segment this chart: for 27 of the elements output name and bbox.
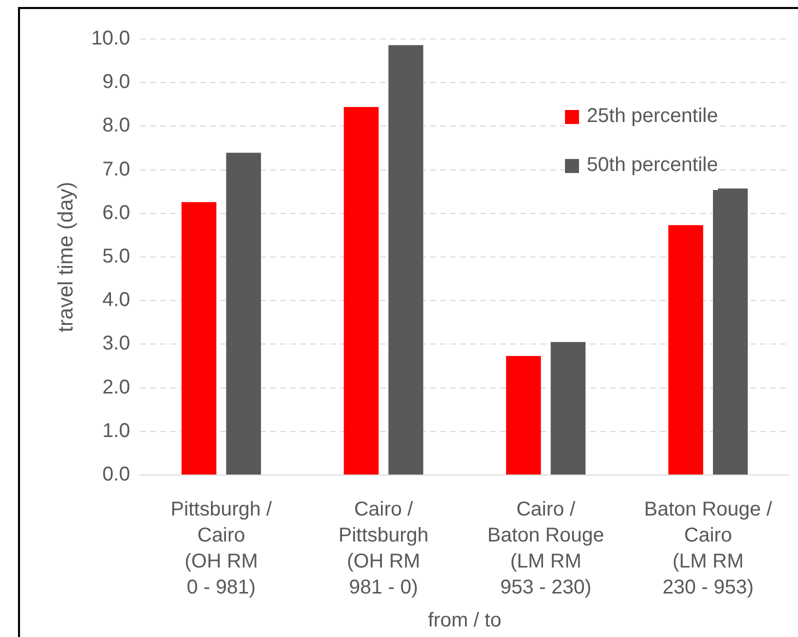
y-tick-label: 9.0 (102, 71, 130, 94)
y-tick-label: 0.0 (102, 464, 130, 486)
y-tick-label: 8.0 (102, 114, 130, 137)
bar (506, 356, 541, 474)
y-tick-label: 1.0 (102, 420, 130, 442)
bar (226, 152, 261, 474)
legend-label: 50th percentile (586, 154, 718, 177)
bar (344, 107, 379, 474)
y-tick-label: 10.0 (91, 28, 130, 50)
y-tick-label: 7.0 (102, 158, 130, 180)
bar (182, 202, 216, 474)
legend-label: 25th percentile (586, 105, 718, 128)
y-tick-label: 5.0 (102, 246, 130, 268)
y-tick-label: 6.0 (102, 202, 130, 224)
x-tick-label: Pittsburgh / Cairo (OH RM 0 - 981) (170, 498, 272, 599)
bar (668, 225, 704, 474)
x-tick-label: Cairo / Baton Rouge (LM RM 953 - 230) (487, 498, 604, 599)
x-tick-label: Cairo / Pittsburgh (OH RM 981 - 0) (338, 498, 429, 599)
x-axis-title: from / to (428, 610, 502, 632)
bar (550, 342, 586, 474)
y-axis-title: travel time (day) (54, 182, 78, 332)
y-tick-label: 2.0 (102, 376, 130, 398)
y-tick-label: 3.0 (102, 332, 130, 355)
y-tick-label: 4.0 (102, 289, 130, 312)
bar (388, 45, 424, 474)
x-tick-label: Baton Rouge / Cairo (LM RM 230 - 953) (644, 498, 772, 599)
bar (712, 188, 748, 474)
